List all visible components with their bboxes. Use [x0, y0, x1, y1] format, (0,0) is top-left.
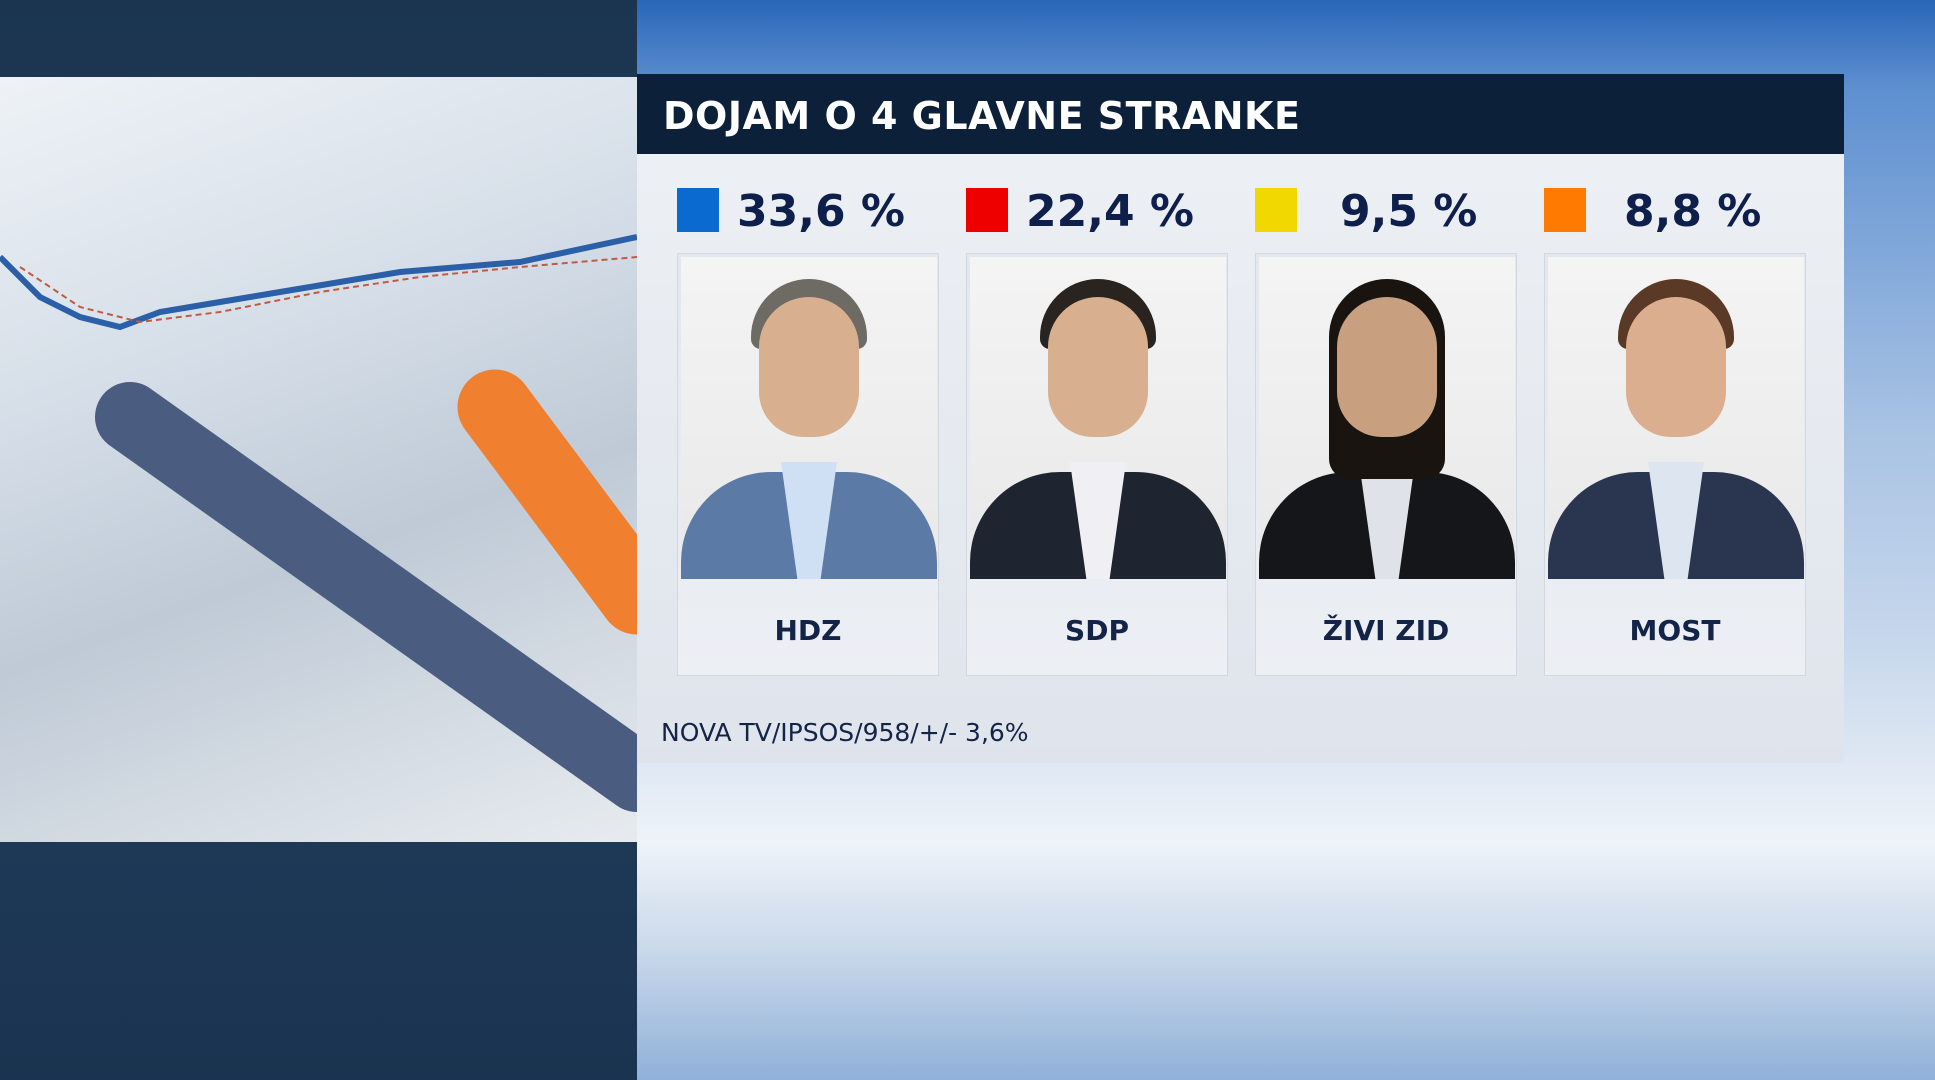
sdp-color-swatch: [966, 188, 1008, 232]
most-color-swatch: [1544, 188, 1586, 232]
blue-pen: [95, 382, 637, 812]
zivi-zid-color-swatch: [1255, 188, 1297, 232]
most-card: MOST: [1544, 253, 1806, 676]
most-percentage: 8,8 %: [1624, 186, 1762, 237]
poll-panel: DOJAM O 4 GLAVNE STRANKE 33,6 % HDZ 22,4…: [637, 74, 1844, 763]
hdz-percentage: 33,6 %: [737, 186, 905, 237]
orange-pen: [457, 369, 637, 635]
sdp-leader-photo: [970, 257, 1226, 579]
photo-line: [0, 234, 637, 331]
hdz-label: HDZ: [774, 614, 842, 647]
most-label: MOST: [1629, 614, 1721, 647]
zivi-zid-card: ŽIVI ZID: [1255, 253, 1517, 676]
sdp-card: SDP: [966, 253, 1228, 676]
poll-source: NOVA TV/IPSOS/958/+/- 3,6%: [661, 718, 1029, 747]
most-leader-photo: [1548, 257, 1804, 579]
photo-dashed-line: [19, 256, 637, 324]
stock-photo-financial-chart-pens: [0, 77, 637, 842]
hdz-leader-photo: [681, 257, 937, 579]
zivi-zid-percentage: 9,5 %: [1340, 186, 1478, 237]
panel-title: DOJAM O 4 GLAVNE STRANKE: [637, 74, 1844, 154]
hdz-card: HDZ: [677, 253, 939, 676]
stock-photo-graphic: [0, 234, 637, 812]
zivi-zid-leader-photo: [1259, 257, 1515, 579]
sdp-percentage: 22,4 %: [1026, 186, 1194, 237]
sdp-label: SDP: [1065, 614, 1129, 647]
zivi-zid-label: ŽIVI ZID: [1322, 614, 1450, 647]
hdz-color-swatch: [677, 188, 719, 232]
